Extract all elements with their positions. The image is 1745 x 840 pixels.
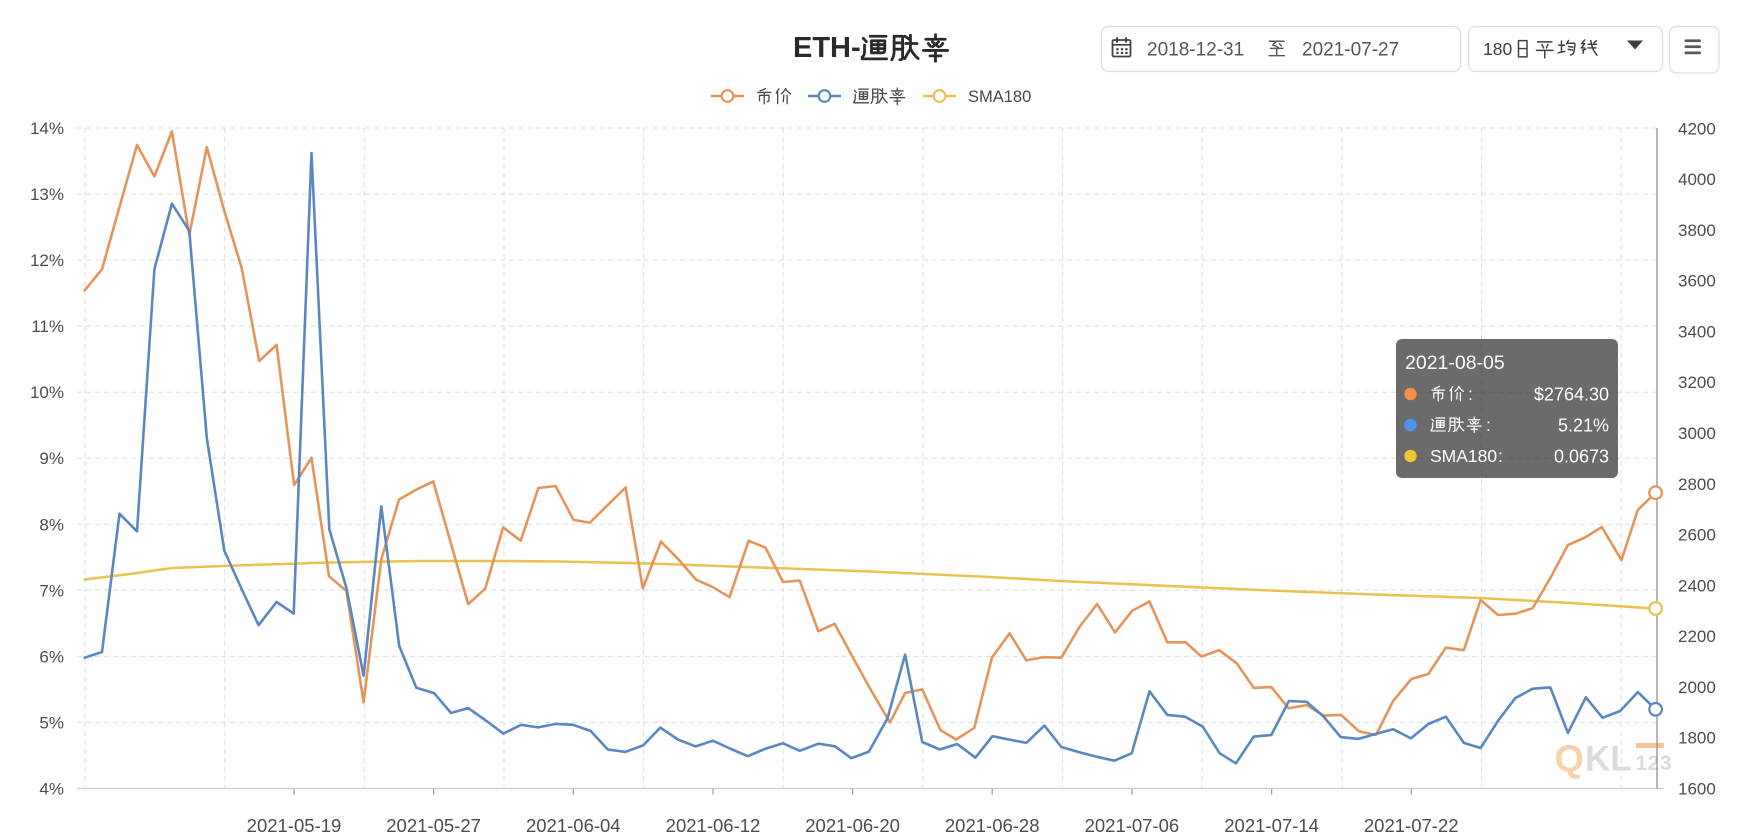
- svg-text:2021-05-19: 2021-05-19: [247, 815, 342, 836]
- svg-text:8%: 8%: [39, 515, 64, 534]
- svg-text:2021-07-06: 2021-07-06: [1085, 815, 1180, 836]
- svg-text::: :: [1498, 446, 1503, 466]
- svg-text:ETH-: ETH-: [793, 32, 861, 64]
- svg-text:0.0673: 0.0673: [1554, 447, 1609, 467]
- svg-text:KL: KL: [1585, 740, 1632, 779]
- svg-text:2021-07-22: 2021-07-22: [1364, 815, 1459, 836]
- svg-text:2021-08-05: 2021-08-05: [1405, 352, 1505, 374]
- svg-text:2021-06-12: 2021-06-12: [666, 815, 761, 836]
- svg-text:3000: 3000: [1678, 424, 1716, 443]
- svg-text:12%: 12%: [30, 251, 64, 270]
- svg-text:2021-07-14: 2021-07-14: [1224, 815, 1319, 836]
- svg-text:10%: 10%: [30, 383, 64, 402]
- svg-text:SMA180: SMA180: [968, 88, 1031, 106]
- svg-text:14%: 14%: [30, 119, 64, 138]
- svg-text:2018-12-31: 2018-12-31: [1147, 40, 1244, 61]
- svg-text::: :: [1468, 384, 1473, 404]
- svg-text:5%: 5%: [39, 713, 64, 732]
- svg-text:3600: 3600: [1678, 272, 1716, 291]
- svg-text:2021-05-27: 2021-05-27: [386, 815, 481, 836]
- svg-text:5.21%: 5.21%: [1558, 416, 1609, 436]
- svg-text:2200: 2200: [1678, 627, 1716, 646]
- svg-text:3800: 3800: [1678, 221, 1716, 240]
- svg-text:1600: 1600: [1678, 779, 1716, 798]
- svg-text:2021-06-28: 2021-06-28: [945, 815, 1040, 836]
- svg-text:Q: Q: [1555, 739, 1585, 781]
- svg-text:2021-07-27: 2021-07-27: [1302, 40, 1399, 61]
- svg-text:3200: 3200: [1678, 373, 1716, 392]
- svg-text:9%: 9%: [39, 449, 64, 468]
- svg-text:123: 123: [1636, 752, 1673, 775]
- svg-text:$2764.30: $2764.30: [1534, 385, 1609, 405]
- svg-text:11%: 11%: [31, 317, 64, 336]
- svg-text:2400: 2400: [1678, 576, 1716, 595]
- svg-text:2800: 2800: [1678, 475, 1716, 494]
- svg-text:2600: 2600: [1678, 526, 1716, 545]
- svg-text:6%: 6%: [39, 647, 64, 666]
- svg-text:4%: 4%: [39, 780, 64, 799]
- svg-text::: :: [1486, 415, 1491, 435]
- svg-text:13%: 13%: [30, 185, 64, 204]
- svg-text:SMA180: SMA180: [1430, 446, 1497, 466]
- svg-text:2021-06-04: 2021-06-04: [526, 815, 621, 836]
- svg-text:4000: 4000: [1678, 170, 1716, 189]
- svg-text:7%: 7%: [39, 581, 64, 600]
- svg-text:4200: 4200: [1678, 119, 1716, 138]
- svg-text:2000: 2000: [1678, 678, 1716, 697]
- svg-text:2021-06-20: 2021-06-20: [805, 815, 900, 836]
- svg-text:180: 180: [1483, 39, 1512, 59]
- svg-text:3400: 3400: [1678, 322, 1716, 341]
- svg-text:1800: 1800: [1678, 729, 1716, 748]
